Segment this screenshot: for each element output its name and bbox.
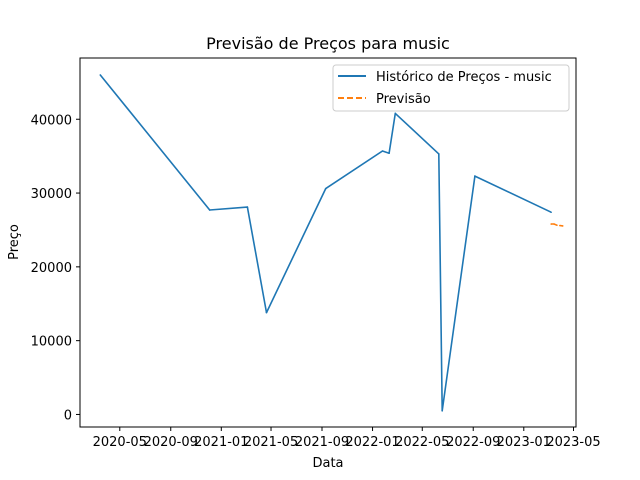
plot-background	[80, 58, 576, 427]
x-tick-label: 2022-05	[395, 435, 449, 450]
x-tick-label: 2023-01	[497, 435, 551, 450]
y-tick-label: 40000	[31, 113, 72, 128]
data-point-previsao	[550, 223, 552, 225]
legend-box	[332, 64, 570, 112]
legend-label-previsao: Previsão	[376, 92, 431, 107]
data-point-historico-de-precos-music	[208, 209, 211, 211]
x-tick-label: 2021-09	[295, 435, 349, 450]
data-point-historico-de-precos-music	[394, 112, 397, 115]
x-tick-label: 2021-05	[244, 435, 298, 450]
data-point-historico-de-precos-music	[474, 175, 476, 177]
data-point-historico-de-precos-music	[265, 311, 268, 314]
data-point-previsao	[561, 225, 564, 227]
y-axis-label: Preço	[7, 224, 22, 260]
data-point-historico-de-precos-music	[388, 152, 390, 155]
series-layer	[99, 74, 564, 412]
data-point-previsao	[553, 223, 555, 225]
x-axis-label: Data	[312, 456, 343, 471]
data-point-historico-de-precos-music	[438, 153, 440, 155]
y-tick-label: 0	[64, 408, 72, 423]
data-point-previsao	[556, 224, 558, 226]
data-point-historico-de-precos-music	[441, 409, 443, 412]
x-tick-label: 2021-01	[194, 435, 248, 450]
series-line-previsao	[551, 223, 563, 227]
x-tick-label: 2020-09	[144, 435, 198, 450]
plot-area	[79, 57, 577, 428]
legend-label-historico: Histórico de Preços - music	[376, 70, 552, 85]
data-point-historico-de-precos-music	[550, 211, 552, 214]
data-point-historico-de-precos-music	[246, 206, 249, 208]
data-point-historico-de-precos-music	[381, 150, 384, 152]
legend: Histórico de Preços - music Previsão	[332, 64, 570, 112]
data-point-historico-de-precos-music	[99, 74, 102, 76]
x-tick-label: 2022-09	[446, 435, 500, 450]
x-axis-ticks: 2020-052020-092021-012021-052021-092022-…	[93, 427, 601, 450]
plot-frame	[79, 57, 577, 428]
series-line-historico-de-precos-music	[99, 74, 552, 412]
chart-title: Previsão de Preços para music	[206, 34, 450, 53]
y-tick-label: 20000	[31, 261, 72, 276]
y-tick-label: 10000	[31, 335, 72, 350]
data-point-previsao	[559, 224, 561, 227]
x-tick-label: 2020-05	[93, 435, 147, 450]
x-tick-label: 2023-05	[546, 435, 600, 450]
y-axis-ticks: 0 10000 20000 30000 40000	[31, 113, 80, 423]
y-tick-label: 30000	[31, 187, 72, 202]
x-tick-label: 2022-01	[345, 435, 399, 450]
data-point-historico-de-precos-music	[324, 187, 327, 190]
